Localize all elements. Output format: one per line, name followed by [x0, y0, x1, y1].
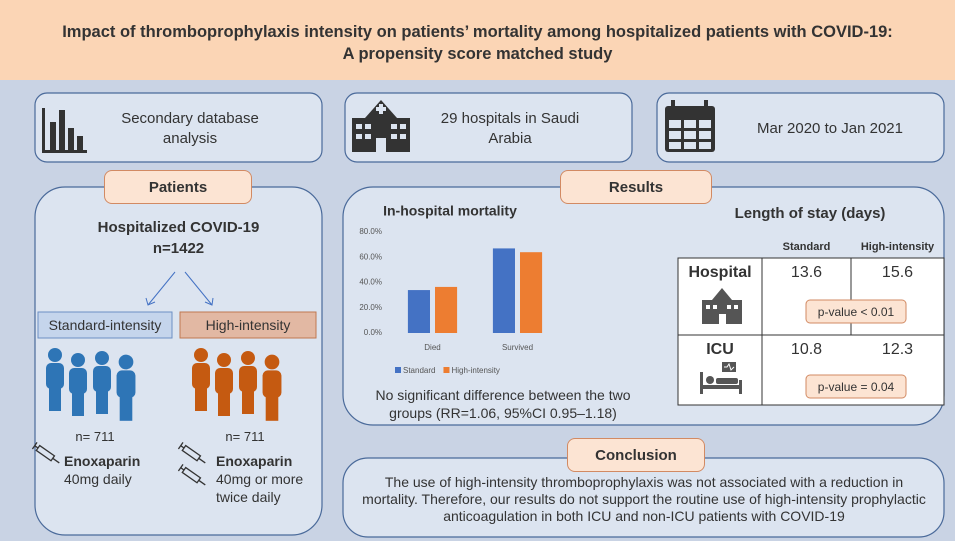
conclusion-text: The use of high-intensity thromboprophyl…: [360, 474, 928, 525]
cell: 13.6: [762, 264, 851, 282]
cell: 12.3: [851, 341, 944, 359]
x-tick-label: Died: [424, 343, 440, 352]
group-label: High-intensity: [180, 316, 316, 334]
person-head: [194, 348, 208, 362]
los-title: Length of stay (days): [690, 205, 930, 223]
legend-swatch: [443, 367, 449, 373]
person-body: [93, 366, 111, 392]
person-body: [263, 370, 282, 397]
drug: Enoxaparin: [216, 452, 292, 470]
person-head: [241, 351, 255, 365]
person-legs: [242, 390, 254, 414]
mortality-chart: In-hospital mortality 0.0% 20.0% 40.0% 60.0…: [345, 195, 565, 390]
subtitle: A propensity score matched study: [10, 44, 945, 65]
drug: Enoxaparin: [64, 452, 140, 470]
person-body: [69, 368, 87, 394]
bar: [493, 248, 515, 333]
info-text: 29 hospitals in Saudi Arabia: [420, 109, 600, 149]
group-label: Standard-intensity: [38, 316, 172, 334]
person-body: [117, 370, 136, 397]
p-value: p-value < 0.01: [806, 303, 906, 321]
column-header: Standard: [762, 238, 851, 256]
cell: 10.8: [762, 341, 851, 359]
person-body: [239, 366, 257, 392]
person-legs: [49, 387, 61, 411]
person-head: [217, 353, 231, 367]
person-head: [95, 351, 109, 365]
x-tick-label: Survived: [502, 343, 533, 352]
group-n: n= 711: [60, 428, 130, 446]
person-legs: [218, 392, 230, 416]
title: Impact of thromboprophylaxis intensity o…: [10, 22, 945, 43]
y-tick-label: 40.0%: [359, 278, 382, 287]
person-legs: [72, 392, 84, 416]
population-n: n=1422: [40, 240, 317, 258]
row-label: Hospital: [678, 264, 762, 282]
person-legs: [195, 387, 207, 411]
p-value: p-value = 0.04: [806, 378, 906, 396]
population: Hospitalized COVID-19: [40, 219, 317, 237]
cell: 15.6: [851, 264, 944, 282]
dose: 40mg or more twice daily: [216, 470, 311, 506]
group-n: n= 711: [210, 428, 280, 446]
person-body: [192, 363, 210, 389]
person-body: [215, 368, 233, 394]
legend-label: Standard: [403, 366, 435, 375]
bar: [520, 252, 542, 333]
section-heading: Patients: [104, 170, 252, 204]
info-text: Secondary database analysis: [100, 109, 280, 149]
y-tick-label: 20.0%: [359, 303, 382, 312]
person-legs: [96, 390, 108, 414]
person-head: [119, 355, 134, 370]
person-legs: [120, 396, 133, 421]
row-label: ICU: [678, 341, 762, 359]
results-note: No significant difference between the tw…: [358, 386, 648, 422]
y-tick-label: 0.0%: [364, 328, 382, 337]
info-text: Mar 2020 to Jan 2021: [720, 119, 940, 139]
person-legs: [266, 396, 279, 421]
person-head: [71, 353, 85, 367]
calendar-icon: [665, 100, 715, 152]
bar: [435, 287, 457, 333]
chart-title: In-hospital mortality: [383, 203, 517, 219]
legend-swatch: [395, 367, 401, 373]
y-tick-label: 80.0%: [359, 227, 382, 236]
section-heading: Conclusion: [567, 438, 705, 472]
person-body: [46, 363, 64, 389]
legend-label: High-intensity: [451, 366, 499, 375]
dose: 40mg daily: [64, 470, 154, 488]
person-head: [265, 355, 280, 370]
column-header: High-intensity: [851, 238, 944, 256]
section-heading: Results: [560, 170, 712, 204]
bar: [408, 290, 430, 333]
infographic: Impact of thromboprophylaxis intensity o…: [0, 0, 955, 541]
person-head: [48, 348, 62, 362]
y-tick-label: 60.0%: [359, 252, 382, 261]
